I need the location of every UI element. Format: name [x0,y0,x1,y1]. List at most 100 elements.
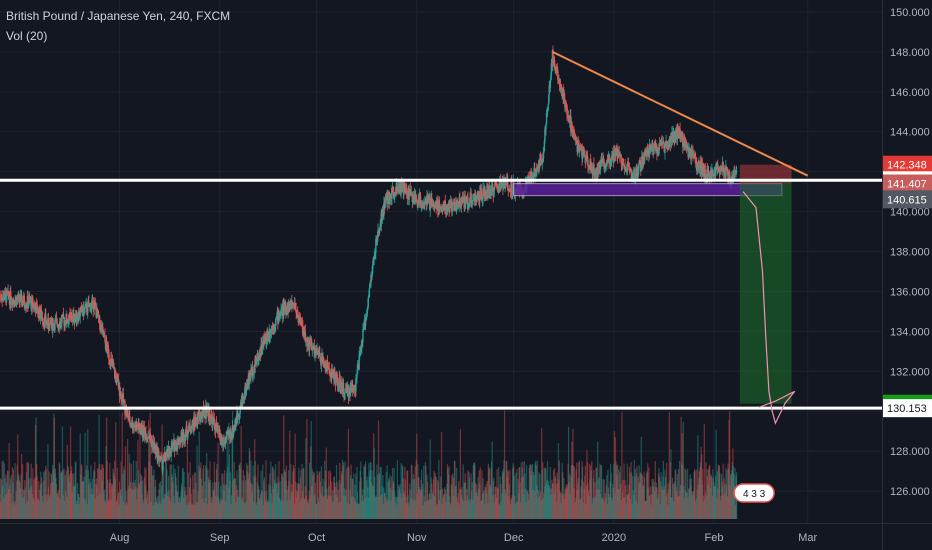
volume-bar [670,497,673,519]
volume-bar [108,499,110,519]
candle-body [601,159,603,161]
candle-body [479,191,481,202]
candle-body [702,169,704,177]
candle-body [431,197,433,206]
volume-bar [456,497,458,519]
volume-bar [713,486,716,519]
volume-bar [425,466,427,519]
volume-bar [597,441,599,519]
candle-body [729,179,731,186]
volume-bar [449,495,451,519]
candle-body [359,349,361,352]
volume-bar [679,491,681,519]
volume-bar [260,470,262,519]
candle-body [73,312,75,322]
volume-bar [581,461,583,519]
candle-body [145,432,147,440]
candle-body [245,390,247,394]
volume-bar [672,483,674,519]
volume-bar [349,489,351,519]
candle-body [246,383,248,385]
volume-bar [497,487,499,519]
volume-bar [469,502,471,519]
volume-bar [221,473,223,519]
volume-bar [697,484,699,519]
volume-bar [481,469,483,519]
volume-bar [125,502,128,519]
volume-bar [303,498,305,519]
candle-body [568,120,571,122]
candle-body [536,168,539,171]
volume-bar [575,469,577,519]
volume-bar [629,472,631,519]
volume-bar [614,493,616,519]
volume-bar [659,504,661,519]
volume-bar [596,468,598,519]
volume-legend[interactable]: Vol (20) [6,29,48,43]
volume-bar [430,498,432,519]
candle-body [505,178,508,186]
volume-bar [681,463,683,519]
volume-bar [253,476,255,519]
volume-bar [695,501,697,519]
volume-bar [379,473,381,519]
volume-bar [709,488,711,519]
volume-bar [692,491,694,519]
candle-body [342,382,345,395]
candle-body [274,326,276,327]
volume-bar [703,423,705,519]
volume-bar [606,475,608,519]
volume-bar [602,479,604,519]
volume-bar [451,485,453,519]
price-label-box [883,190,932,209]
candle-body [237,415,239,419]
volume-bar [398,486,401,519]
volume-bar [279,481,281,519]
candle-body [320,358,323,366]
volume-bar [702,469,704,519]
volume-bar [252,465,254,519]
volume-bar [186,442,188,519]
candle-body [224,442,226,444]
volume-bar [253,501,255,519]
symbol-legend[interactable]: British Pound / Japanese Yen, 240, FXCM [6,9,231,23]
volume-bar [95,478,97,519]
candle-body [362,329,365,330]
candle-body [270,333,272,334]
candle-body [410,193,412,196]
volume-bar [62,495,65,519]
volume-bar [522,476,524,519]
volume-bar [246,471,248,519]
volume-bar [73,473,75,519]
volume-bar [196,445,198,519]
volume-bar [694,469,696,519]
volume-bar [727,468,730,519]
volume-bar [699,462,702,519]
candle-body [640,162,642,172]
volume-bar [423,465,425,519]
candle-body [208,409,211,421]
volume-bar [542,498,544,519]
candle-body [124,413,127,415]
candle-body [70,315,72,317]
candle-body [565,102,567,105]
candle-body [14,299,16,305]
volume-bar [574,502,576,519]
volume-bar [12,483,14,519]
volume-bar [275,484,277,519]
volume-bar [557,482,559,519]
volume-bar [82,480,84,519]
candle-body [472,200,475,201]
volume-bar [381,493,383,519]
volume-bar [19,482,21,519]
volume-bar [63,468,65,519]
volume-bar [661,486,663,519]
volume-bar [319,481,321,519]
volume-bar [248,447,250,519]
candle-body [719,172,721,174]
volume-bar [347,466,349,519]
candle-body [96,308,99,315]
volume-bar [60,471,62,519]
